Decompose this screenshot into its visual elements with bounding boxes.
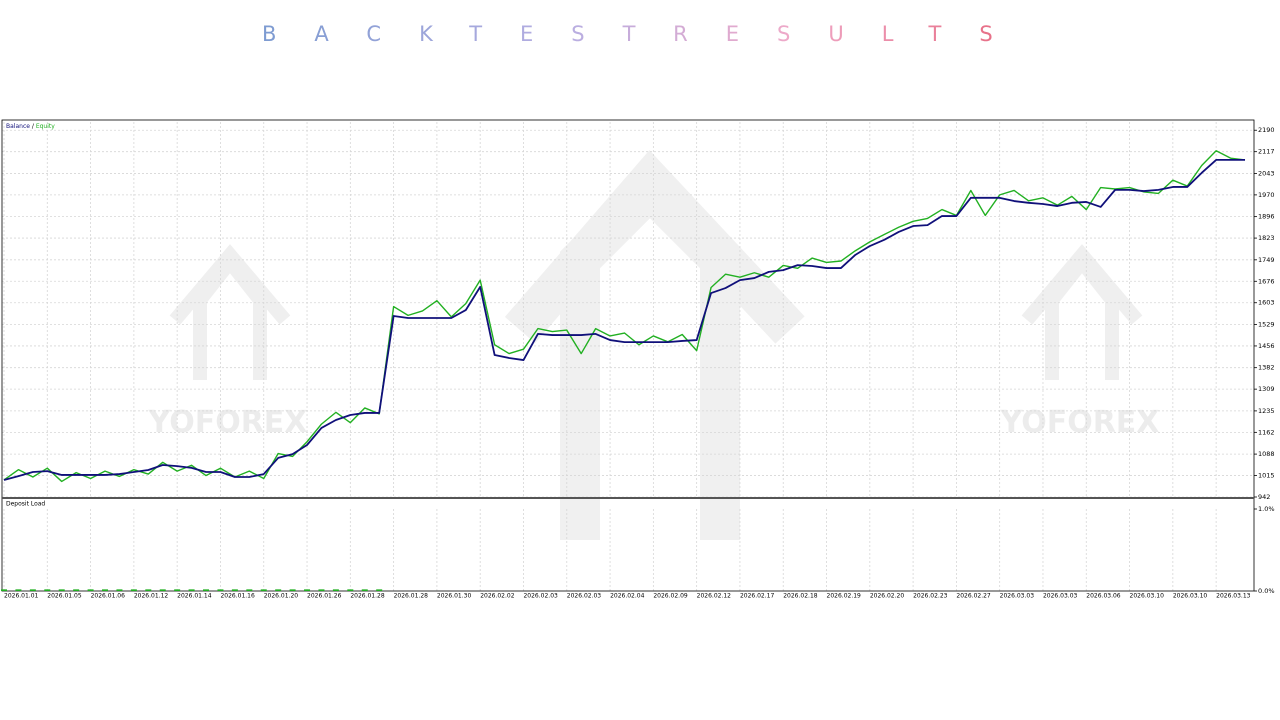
- y-tick-label: 1676: [1258, 277, 1275, 285]
- load-bar: [102, 589, 109, 591]
- load-bar: [361, 589, 368, 591]
- load-bar: [29, 589, 36, 591]
- x-tick-label: 2026.02.19: [827, 593, 862, 600]
- load-bar: [188, 589, 195, 591]
- x-tick-label: 2026.01.20: [264, 593, 299, 600]
- load-bar: [203, 589, 210, 591]
- x-tick-label: 2026.02.04: [610, 593, 645, 600]
- x-tick-label: 2026.02.17: [740, 593, 775, 600]
- x-tick-label: 2026.02.03: [523, 593, 558, 600]
- y-tick-label: 1603: [1258, 299, 1275, 307]
- load-bar: [318, 589, 325, 591]
- y-tick-label: 1382: [1258, 364, 1275, 372]
- y-tick-label: 1235: [1258, 407, 1275, 415]
- watermark-logo: [1021, 244, 1143, 380]
- load-bar: [159, 589, 166, 591]
- y-tick-label: 1896: [1258, 213, 1275, 221]
- x-tick-label: 2026.01.26: [307, 593, 342, 600]
- x-tick-label: 2026.02.23: [913, 593, 948, 600]
- x-tick-label: 2026.01.28: [350, 593, 385, 600]
- x-tick-label: 2026.02.09: [653, 593, 688, 600]
- y-tick-label: 942: [1258, 493, 1270, 501]
- x-tick-label: 2026.01.12: [134, 593, 169, 600]
- y-tick-label: 1015: [1258, 472, 1275, 480]
- load-bar: [73, 589, 80, 591]
- load-bar: [145, 589, 152, 591]
- y-tick-label: 1970: [1258, 191, 1275, 199]
- y-tick-label: 2043: [1258, 169, 1275, 177]
- page-title: BACKTEST RESULTS: [262, 22, 1031, 46]
- y-tick-label: 1088: [1258, 450, 1275, 458]
- y-tick-label: 0.0%: [1258, 587, 1275, 595]
- y-tick-label: 1162: [1258, 428, 1275, 436]
- x-tick-label: 2026.02.03: [567, 593, 602, 600]
- x-tick-label: 2026.02.20: [870, 593, 905, 600]
- legend-separator: /: [32, 123, 35, 130]
- panel-border: [1, 119, 1255, 592]
- load-bar: [87, 589, 94, 591]
- y-tick-label: 1529: [1258, 320, 1275, 328]
- load-bar: [58, 589, 65, 591]
- load-bar: [332, 589, 339, 591]
- x-tick-label: 2026.02.12: [697, 593, 732, 600]
- x-tick-label: 2026.01.05: [47, 593, 82, 600]
- x-tick-label: 2026.01.06: [91, 593, 126, 600]
- x-tick-label: 2026.01.28: [394, 593, 429, 600]
- panel-title: Deposit Load: [6, 501, 45, 508]
- x-tick-label: 2026.03.10: [1130, 593, 1165, 600]
- x-tick-label: 2026.01.30: [437, 593, 472, 600]
- y-tick-label: 2117: [1258, 148, 1275, 156]
- x-tick-label: 2026.03.03: [1043, 593, 1078, 600]
- load-bar: [44, 589, 51, 591]
- load-bar: [347, 589, 354, 591]
- watermark-logo: [169, 244, 291, 380]
- load-bar: [376, 589, 383, 591]
- x-tick-label: 2026.01.01: [4, 593, 39, 600]
- load-bar: [231, 589, 238, 591]
- legend-entry: Balance: [6, 123, 30, 130]
- load-bar: [217, 589, 224, 591]
- watermark-logo: [504, 150, 805, 540]
- load-bar: [174, 589, 181, 591]
- x-tick-label: 2026.02.27: [956, 593, 991, 600]
- x-tick-label: 2026.03.13: [1216, 593, 1251, 600]
- series-line: [3, 150, 1246, 483]
- x-tick-label: 2026.03.03: [1000, 593, 1035, 600]
- y-tick-label: 2190: [1258, 126, 1275, 134]
- x-tick-label: 2026.01.14: [177, 593, 212, 600]
- y-tick-label: 1309: [1258, 385, 1275, 393]
- series-line: [3, 159, 1245, 481]
- watermark: YOFOREX: [1000, 405, 1160, 440]
- load-bar: [1, 589, 7, 591]
- y-tick-label: 1749: [1258, 256, 1275, 264]
- load-bar: [289, 589, 296, 591]
- y-tick-label: 1823: [1258, 234, 1275, 242]
- x-tick-label: 2026.01.16: [220, 593, 255, 600]
- legend-entry: Equity: [36, 123, 55, 130]
- x-tick-label: 2026.03.06: [1086, 593, 1121, 600]
- y-tick-label: 1456: [1258, 342, 1275, 350]
- load-bar: [246, 589, 253, 591]
- load-bar: [275, 589, 282, 591]
- x-tick-label: 2026.02.18: [783, 593, 818, 600]
- x-tick-label: 2026.02.02: [480, 593, 515, 600]
- load-bar: [130, 589, 137, 591]
- load-bar: [260, 589, 267, 591]
- load-bar: [116, 589, 123, 591]
- load-bar: [15, 589, 22, 591]
- x-tick-label: 2026.03.10: [1173, 593, 1208, 600]
- load-bar: [304, 589, 311, 591]
- watermark: YOFOREX: [148, 405, 308, 440]
- y-tick-label: 1.0%: [1258, 505, 1275, 513]
- legend: Balance / Equity: [6, 123, 55, 130]
